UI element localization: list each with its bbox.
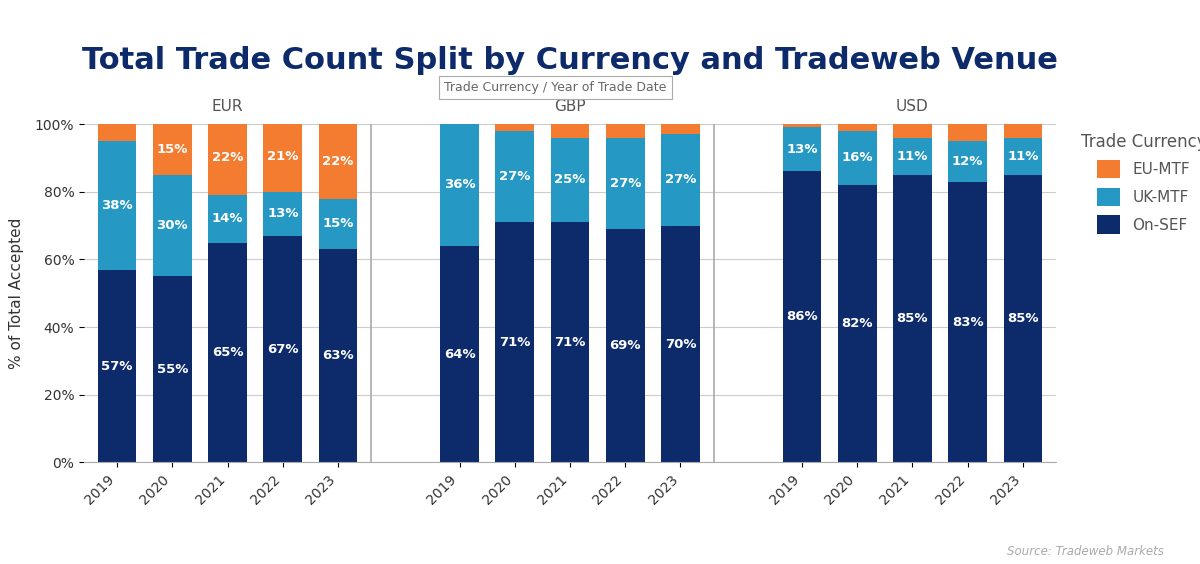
Bar [838, 124, 876, 131]
Text: 15%: 15% [323, 217, 354, 231]
Text: 30%: 30% [156, 219, 188, 232]
Bar [893, 175, 931, 462]
Text: 38%: 38% [101, 199, 133, 212]
Bar [782, 124, 821, 127]
Text: 85%: 85% [1007, 312, 1039, 325]
Bar [1003, 175, 1042, 462]
Bar [496, 222, 534, 462]
Title: Total Trade Count Split by Currency and Tradeweb Venue: Total Trade Count Split by Currency and … [82, 46, 1058, 74]
Text: 27%: 27% [665, 173, 696, 187]
Bar [98, 124, 137, 141]
Text: 70%: 70% [665, 337, 696, 351]
Bar [893, 138, 931, 175]
Bar [440, 246, 479, 462]
Bar [661, 124, 700, 134]
Text: 25%: 25% [554, 173, 586, 187]
Bar [319, 249, 358, 462]
Bar [154, 175, 192, 276]
Bar [606, 124, 644, 138]
Bar [838, 131, 876, 185]
Text: 63%: 63% [323, 349, 354, 363]
Bar [551, 124, 589, 138]
Bar [948, 141, 986, 182]
Text: 83%: 83% [952, 315, 984, 329]
Text: 13%: 13% [786, 143, 817, 156]
Bar [551, 138, 589, 222]
Bar [661, 226, 700, 462]
Bar [98, 141, 137, 270]
Text: 22%: 22% [323, 155, 354, 168]
Text: 15%: 15% [157, 143, 188, 156]
Bar [606, 138, 644, 229]
Text: 13%: 13% [268, 207, 299, 221]
Legend: EU-MTF, UK-MTF, On-SEF: EU-MTF, UK-MTF, On-SEF [1073, 125, 1200, 241]
Text: 86%: 86% [786, 310, 817, 324]
Bar [782, 127, 821, 171]
Text: 65%: 65% [212, 346, 244, 359]
Bar [209, 243, 247, 462]
Bar [661, 134, 700, 226]
Text: 55%: 55% [157, 363, 188, 376]
Text: 71%: 71% [499, 336, 530, 349]
Text: 67%: 67% [268, 342, 299, 356]
Text: 36%: 36% [444, 178, 475, 192]
Text: 21%: 21% [268, 149, 299, 163]
Bar [319, 124, 358, 199]
Text: USD: USD [896, 99, 929, 114]
Bar [264, 236, 302, 462]
Text: 16%: 16% [841, 151, 872, 165]
Bar [440, 124, 479, 246]
Text: 27%: 27% [610, 177, 641, 190]
Bar [496, 124, 534, 131]
Text: 11%: 11% [1007, 149, 1038, 163]
Text: Source: Tradeweb Markets: Source: Tradeweb Markets [1007, 545, 1164, 558]
Bar [1003, 124, 1042, 138]
Bar [98, 270, 137, 462]
Bar [1003, 138, 1042, 175]
Text: 57%: 57% [102, 359, 133, 373]
Bar [209, 195, 247, 243]
Text: EUR: EUR [212, 99, 244, 114]
Y-axis label: % of Total Accepted: % of Total Accepted [8, 218, 24, 369]
Bar [782, 171, 821, 462]
Text: 27%: 27% [499, 170, 530, 183]
Bar [893, 124, 931, 138]
Text: Trade Currency / Year of Trade Date: Trade Currency / Year of Trade Date [444, 81, 667, 94]
Bar [948, 182, 986, 462]
Text: 69%: 69% [610, 339, 641, 352]
Text: GBP: GBP [554, 99, 586, 114]
Bar [264, 121, 302, 192]
Bar [154, 276, 192, 462]
Bar [209, 121, 247, 195]
Bar [319, 199, 358, 249]
Bar [838, 185, 876, 462]
Text: 11%: 11% [896, 149, 928, 163]
Text: 82%: 82% [841, 317, 872, 331]
Text: 14%: 14% [212, 212, 244, 226]
Text: 71%: 71% [554, 336, 586, 349]
Text: 12%: 12% [952, 155, 983, 168]
Bar [606, 229, 644, 462]
Bar [496, 131, 534, 222]
Bar [948, 124, 986, 141]
Bar [154, 124, 192, 175]
Text: 64%: 64% [444, 347, 475, 361]
Text: 85%: 85% [896, 312, 928, 325]
Bar [264, 192, 302, 236]
Text: 22%: 22% [212, 151, 244, 165]
Bar [551, 222, 589, 462]
